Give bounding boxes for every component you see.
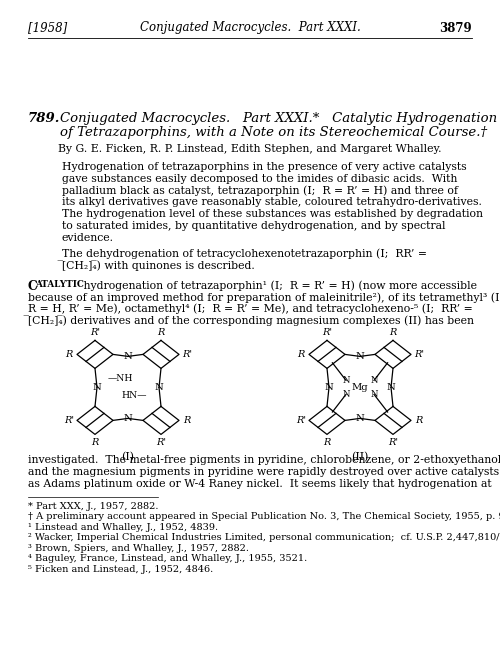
Text: N: N <box>124 414 132 423</box>
Text: Conjugated Macrocycles.  Part XXXI.: Conjugated Macrocycles. Part XXXI. <box>140 22 360 35</box>
Text: R: R <box>416 416 422 425</box>
Text: HN—: HN— <box>121 391 147 400</box>
Text: (II): (II) <box>352 453 368 462</box>
Text: R: R <box>298 350 304 359</box>
Text: R': R' <box>322 328 332 337</box>
Text: hydrogenation of tetrazaporphin¹ (I;  R = R’ = H) (now more accessible: hydrogenation of tetrazaporphin¹ (I; R =… <box>80 280 477 291</box>
Text: Conjugated Macrocycles.   Part XXXI.*   Catalytic Hydrogenation: Conjugated Macrocycles. Part XXXI.* Cata… <box>60 112 497 125</box>
Text: Mg: Mg <box>352 383 368 392</box>
Text: ̅[CH₂]₄̅) derivatives and of the corresponding magnesium complexes (II) has been: ̅[CH₂]₄̅) derivatives and of the corresp… <box>28 316 474 326</box>
Text: The hydrogenation level of these substances was established by degradation: The hydrogenation level of these substan… <box>62 209 483 219</box>
Text: ³ Brown, Spiers, and Whalley, J., 1957, 2882.: ³ Brown, Spiers, and Whalley, J., 1957, … <box>28 544 249 553</box>
Text: By G. E. Ficken, R. P. Linstead, Edith Stephen, and Margaret Whalley.: By G. E. Ficken, R. P. Linstead, Edith S… <box>58 144 442 154</box>
Text: ⁴ Baguley, France, Linstead, and Whalley, J., 1955, 3521.: ⁴ Baguley, France, Linstead, and Whalley… <box>28 554 307 563</box>
Text: R: R <box>390 328 396 337</box>
Text: gave substances easily decomposed to the imides of dibasic acids.  With: gave substances easily decomposed to the… <box>62 174 458 184</box>
Text: —NH: —NH <box>107 374 133 383</box>
Text: † A preliminary account appeared in Special Publication No. 3, The Chemical Soci: † A preliminary account appeared in Spec… <box>28 512 500 521</box>
Text: R': R' <box>90 328 100 337</box>
Text: N: N <box>124 352 132 361</box>
Text: R: R <box>92 438 98 447</box>
Text: R': R' <box>156 438 166 447</box>
Text: R': R' <box>64 416 74 425</box>
Text: Hydrogenation of tetrazaporphins in the presence of very active catalysts: Hydrogenation of tetrazaporphins in the … <box>62 162 466 172</box>
Text: N: N <box>356 414 364 423</box>
Text: R: R <box>158 328 164 337</box>
Text: N: N <box>370 390 378 399</box>
Text: N: N <box>342 376 350 385</box>
Text: R': R' <box>414 350 424 359</box>
Text: evidence.: evidence. <box>62 233 114 243</box>
Text: (I): (I) <box>122 453 134 462</box>
Text: C: C <box>28 280 38 293</box>
Text: N: N <box>92 383 102 392</box>
Text: N: N <box>154 383 164 392</box>
Text: N: N <box>370 376 378 385</box>
Text: ̅[CH₂]₄̅) with quinones is described.: ̅[CH₂]₄̅) with quinones is described. <box>62 261 255 271</box>
Text: ¹ Linstead and Whalley, J., 1952, 4839.: ¹ Linstead and Whalley, J., 1952, 4839. <box>28 523 218 532</box>
Text: N: N <box>342 390 350 399</box>
Text: R = H, R’ = Me), octamethyl⁴ (I;  R = R’ = Me), and tetracyclohexeno-⁵ (I;  RR’ : R = H, R’ = Me), octamethyl⁴ (I; R = R’ … <box>28 304 473 314</box>
Text: [1958]: [1958] <box>28 22 67 35</box>
Text: R': R' <box>388 438 398 447</box>
Text: ATALYTIC: ATALYTIC <box>36 280 84 290</box>
Text: ⁵ Ficken and Linstead, J., 1952, 4846.: ⁵ Ficken and Linstead, J., 1952, 4846. <box>28 565 213 574</box>
Text: to saturated imides, by quantitative dehydrogenation, and by spectral: to saturated imides, by quantitative deh… <box>62 221 446 231</box>
Text: palladium black as catalyst, tetrazaporphin (I;  R = R’ = H) and three of: palladium black as catalyst, tetrazaporp… <box>62 185 458 196</box>
Text: 789.: 789. <box>28 112 60 125</box>
Text: of Tetrazaporphins, with a Note on its Stereochemical Course.†: of Tetrazaporphins, with a Note on its S… <box>60 126 487 139</box>
Text: as Adams platinum oxide or W-4 Raney nickel.  It seems likely that hydrogenation: as Adams platinum oxide or W-4 Raney nic… <box>28 479 491 489</box>
Text: because of an improved method for preparation of maleinitrile²), of its tetramet: because of an improved method for prepar… <box>28 292 500 303</box>
Text: * Part XXX, J., 1957, 2882.: * Part XXX, J., 1957, 2882. <box>28 502 158 511</box>
Text: investigated.  The metal-free pigments in pyridine, chlorobenzene, or 2-ethoxyet: investigated. The metal-free pigments in… <box>28 455 500 466</box>
Text: The dehydrogenation of tetracyclohexenotetrazaporphin (I;  RR’ =: The dehydrogenation of tetracyclohexenot… <box>62 249 427 259</box>
Text: R': R' <box>296 416 306 425</box>
Text: R': R' <box>182 350 192 359</box>
Text: N: N <box>324 383 334 392</box>
Text: N: N <box>386 383 396 392</box>
Text: 3879: 3879 <box>440 22 472 35</box>
Text: R: R <box>184 416 190 425</box>
Text: ² Wacker, Imperial Chemical Industries Limited, personal communication;  cf. U.S: ² Wacker, Imperial Chemical Industries L… <box>28 533 500 542</box>
Text: and the magnesium pigments in pyridine were rapidly destroyed over active cataly: and the magnesium pigments in pyridine w… <box>28 467 500 477</box>
Text: R: R <box>324 438 330 447</box>
Text: its alkyl derivatives gave reasonably stable, coloured tetrahydro-derivatives.: its alkyl derivatives gave reasonably st… <box>62 197 482 208</box>
Text: R: R <box>66 350 72 359</box>
Text: N: N <box>356 352 364 361</box>
